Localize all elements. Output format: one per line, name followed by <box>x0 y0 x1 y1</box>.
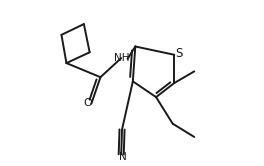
Text: S: S <box>175 47 183 60</box>
Text: N: N <box>119 152 126 162</box>
Text: NH: NH <box>114 53 129 63</box>
Text: O: O <box>83 98 92 108</box>
